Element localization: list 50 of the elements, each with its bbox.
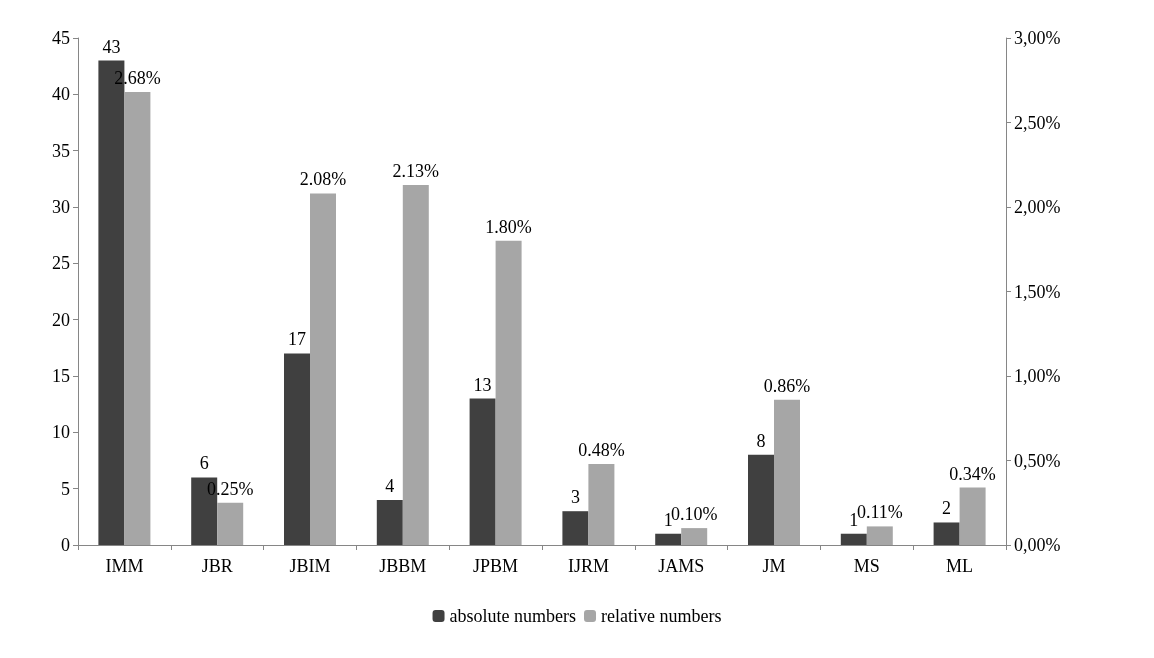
- y2-tick-label: 2,00%: [1014, 197, 1061, 217]
- x-tick-label: JM: [762, 556, 786, 576]
- y-tick-label: 30: [52, 197, 70, 217]
- bar: [959, 487, 986, 545]
- y2-tick-label: 0,50%: [1014, 450, 1061, 471]
- data-label: 43: [102, 36, 121, 57]
- bar: [402, 185, 429, 545]
- data-label: 0.11%: [856, 502, 903, 523]
- data-label: 13: [473, 374, 492, 395]
- x-tick-label: ML: [946, 556, 974, 576]
- data-label: 0.48%: [578, 439, 625, 460]
- y-tick-label: 25: [52, 253, 70, 274]
- data-label: 6: [199, 453, 209, 474]
- y2-tick-label: 2,50%: [1014, 112, 1061, 133]
- y2-tick-label: 1,50%: [1014, 281, 1061, 302]
- y-tick-label: 35: [52, 140, 70, 161]
- legend-label: absolute numbers: [449, 606, 577, 626]
- y-tick-label: 45: [52, 28, 70, 48]
- data-label: 1.80%: [485, 216, 532, 237]
- data-label: 2.13%: [392, 161, 440, 182]
- data-label: 0.86%: [763, 375, 811, 396]
- y-tick-label: 0: [61, 535, 70, 555]
- y-tick-label: 40: [52, 84, 70, 105]
- data-label: 17: [288, 329, 306, 350]
- y-tick-label: 10: [52, 422, 70, 443]
- y2-tick-label: 0,00%: [1014, 535, 1061, 555]
- x-tick-label: IMM: [105, 556, 144, 576]
- bar: [588, 463, 615, 545]
- bar: [376, 499, 403, 545]
- y-tick-label: 15: [52, 366, 70, 386]
- y-tick-label: 5: [61, 478, 70, 499]
- bar: [495, 240, 522, 545]
- y2-tick-label: 3,00%: [1014, 28, 1061, 48]
- x-tick-label: JBBM: [379, 556, 427, 576]
- x-tick-label: JAMS: [658, 556, 705, 576]
- x-tick-label: JPBM: [473, 556, 519, 576]
- data-label: 8: [756, 430, 766, 451]
- x-tick-label: MS: [853, 556, 880, 576]
- y-tick-label: 20: [52, 309, 70, 330]
- data-label: 4: [385, 475, 395, 496]
- data-label: 0.34%: [949, 463, 996, 484]
- data-label: 2: [942, 498, 952, 519]
- data-label: 3: [570, 487, 580, 508]
- x-tick-label: IJRM: [567, 556, 609, 576]
- y2-tick-label: 1,00%: [1014, 366, 1061, 386]
- x-tick-label: JBR: [201, 556, 233, 576]
- data-label: 0.10%: [670, 504, 718, 525]
- data-label: 2.08%: [299, 169, 347, 190]
- x-tick-label: JBIM: [289, 556, 331, 576]
- legend-label: relative numbers: [601, 606, 722, 626]
